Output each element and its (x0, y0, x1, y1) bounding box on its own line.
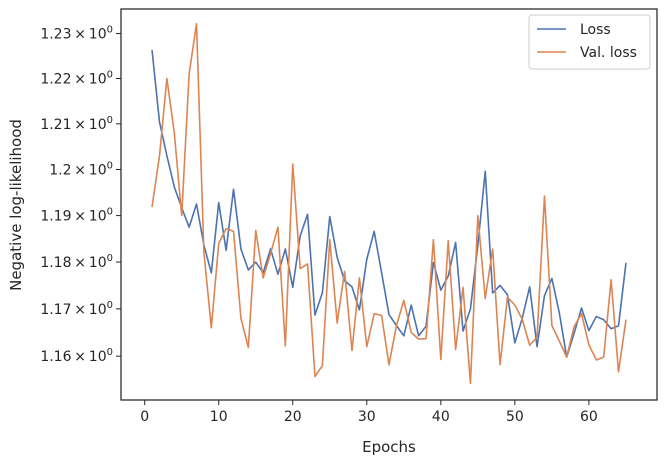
series-line-loss (151, 49, 627, 358)
y-tick-label: 1.22 × 100 (40, 70, 113, 88)
x-tick-label: 50 (506, 409, 524, 425)
y-tick-label: 1.23 × 100 (40, 25, 113, 43)
series-line-val-loss (151, 22, 627, 385)
x-tick-label: 0 (140, 409, 149, 425)
plot-frame (120, 8, 658, 401)
x-tick-label: 20 (284, 409, 302, 425)
y-axis: 1.16 × 100 1.17 × 100 1.18 × 100 1.19 × 100… (40, 25, 121, 365)
y-tick-label: 1.2 × 100 (49, 161, 113, 179)
x-tick-label: 40 (432, 409, 450, 425)
x-tick-label: 30 (358, 409, 376, 425)
y-axis-label: Negative log-likelihood (7, 119, 25, 291)
y-tick-label: 1.17 × 100 (40, 300, 113, 318)
y-tick-label: 1.16 × 100 (40, 347, 113, 365)
lines-layer (151, 22, 627, 385)
x-tick-label: 10 (210, 409, 228, 425)
legend-label-loss: Loss (580, 22, 611, 38)
x-axis: 0 10 20 30 40 50 60 (140, 400, 598, 425)
y-tick-label: 1.18 × 100 (40, 253, 113, 271)
legend-label-val-loss: Val. loss (580, 45, 637, 61)
y-tick-label: 1.21 × 100 (40, 115, 113, 133)
x-axis-label: Epochs (362, 438, 416, 456)
y-tick-label: 1.19 × 100 (40, 207, 113, 225)
legend: Loss Val. loss (528, 14, 651, 70)
x-tick-label: 60 (580, 409, 598, 425)
